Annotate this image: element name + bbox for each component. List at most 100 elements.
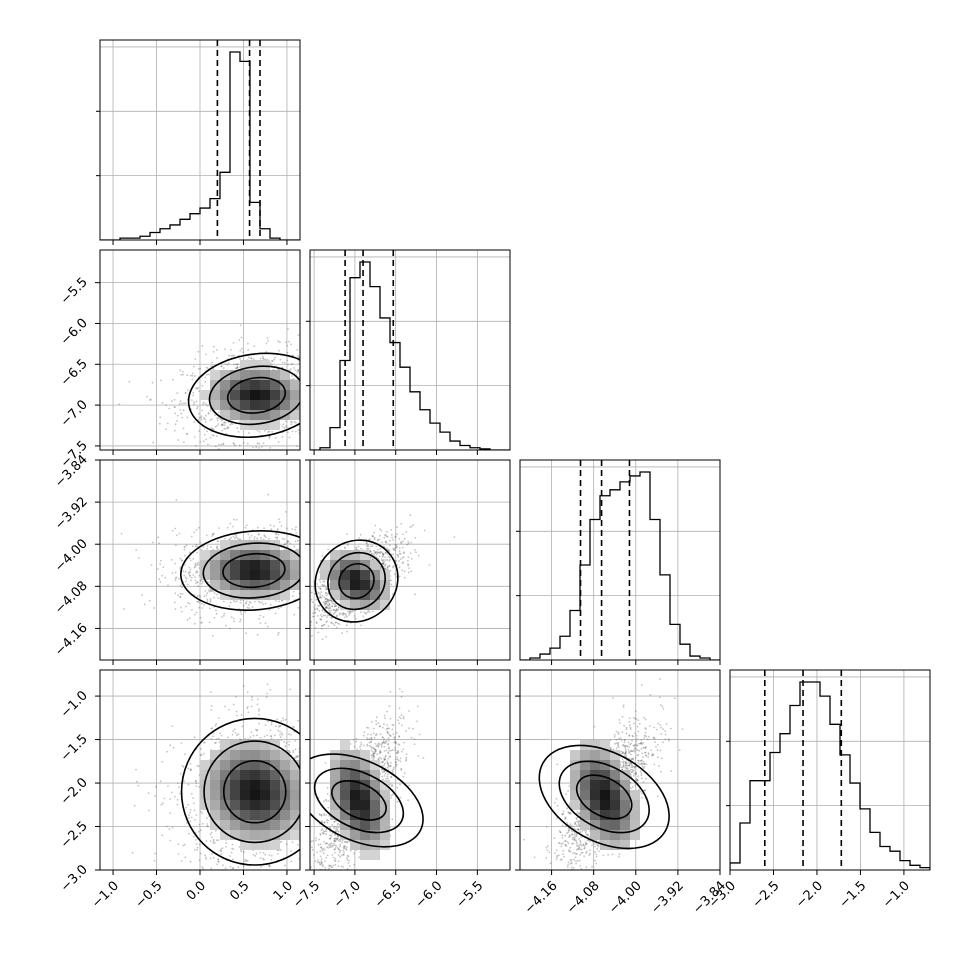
scatter-point xyxy=(179,557,182,560)
scatter-point xyxy=(316,712,318,714)
scatter-point xyxy=(230,349,232,351)
scatter-point xyxy=(215,546,218,549)
density-cell xyxy=(260,370,270,380)
scatter-point xyxy=(184,753,186,756)
scatter-point xyxy=(216,874,218,876)
scatter-point xyxy=(329,606,331,609)
scatter-point xyxy=(249,601,252,604)
scatter-point xyxy=(398,550,401,552)
scatter-point xyxy=(206,592,209,595)
scatter-point xyxy=(258,447,260,449)
scatter-point xyxy=(398,538,401,540)
scatter-point xyxy=(235,519,238,521)
scatter-point xyxy=(388,564,391,567)
density-cell xyxy=(360,600,370,610)
scatter-point xyxy=(407,571,410,574)
scatter-point xyxy=(213,592,216,594)
scatter-point xyxy=(262,851,265,854)
scatter-point xyxy=(281,733,284,736)
contour-line xyxy=(338,562,375,600)
histogram-panel-0 xyxy=(96,39,301,245)
scatter-point xyxy=(317,379,319,381)
scatter-point xyxy=(233,617,235,620)
scatter-point xyxy=(194,579,197,582)
scatter-point xyxy=(318,610,321,612)
scatter-point xyxy=(248,601,251,603)
scatter-point xyxy=(319,587,322,590)
scatter-point xyxy=(193,531,196,534)
scatter-point xyxy=(182,373,184,376)
scatter-point xyxy=(277,441,280,443)
scatter-point xyxy=(407,542,410,545)
scatter-point xyxy=(179,584,182,587)
scatter-point xyxy=(183,548,186,551)
scatter-point xyxy=(224,421,227,424)
scatter-point xyxy=(311,596,313,598)
scatter-point xyxy=(306,606,308,608)
scatter-point xyxy=(178,577,180,580)
scatter-point xyxy=(183,780,185,783)
scatter-point xyxy=(245,632,248,635)
scatter-point xyxy=(389,558,392,561)
scatter-point xyxy=(390,579,392,582)
scatter-point xyxy=(212,428,215,430)
scatter-point xyxy=(175,499,178,501)
scatter-point xyxy=(322,550,324,552)
scatter-point xyxy=(379,568,382,570)
scatter-point xyxy=(239,620,241,623)
density-cell xyxy=(340,580,350,590)
density-cell xyxy=(260,540,270,550)
scatter-point xyxy=(256,885,258,887)
scatter-point xyxy=(382,562,384,564)
scatter-point xyxy=(215,445,217,448)
scatter-point xyxy=(392,539,394,541)
scatter-point xyxy=(291,421,293,423)
scatter-point xyxy=(218,417,220,420)
scatter-point xyxy=(362,615,365,618)
scatter-point xyxy=(346,544,349,547)
density-cell xyxy=(250,360,260,370)
scatter-point xyxy=(194,562,197,565)
scatter-point xyxy=(160,559,162,562)
scatter-point xyxy=(256,537,259,540)
density-cell xyxy=(360,550,370,560)
scatter-point xyxy=(182,570,185,573)
scatter-point xyxy=(321,583,324,586)
scatter-point xyxy=(396,533,398,536)
scatter-point xyxy=(262,357,264,359)
scatter-point xyxy=(262,442,265,445)
density-cell xyxy=(270,550,280,560)
scatter-point xyxy=(212,434,215,437)
scatter-point xyxy=(320,596,323,599)
scatter-point xyxy=(186,374,189,377)
scatter-point xyxy=(274,436,277,439)
scatter-point xyxy=(423,529,426,532)
scatter-point xyxy=(306,579,308,581)
scatter-point xyxy=(414,537,417,539)
scatter-point xyxy=(239,618,242,621)
scatter-point xyxy=(189,860,192,863)
histogram-bars xyxy=(100,51,300,240)
scatter-point xyxy=(213,596,215,599)
scatter-point xyxy=(282,423,285,426)
scatter-point xyxy=(382,559,385,561)
scatter-point xyxy=(244,611,247,613)
density-cell xyxy=(220,570,230,580)
scatter-point xyxy=(183,402,185,405)
scatter-point xyxy=(234,444,236,447)
scatter-point xyxy=(370,545,372,548)
scatter-point xyxy=(260,536,262,539)
scatter-point xyxy=(304,361,306,363)
scatter-point xyxy=(308,636,310,638)
scatter-point xyxy=(204,433,206,436)
scatter-point xyxy=(306,766,308,768)
scatter-point xyxy=(398,560,401,562)
scatter-point xyxy=(283,427,286,429)
scatter-point xyxy=(209,598,212,600)
scatter-point xyxy=(194,565,197,568)
scatter-point xyxy=(220,853,223,855)
scatter-point xyxy=(152,441,155,444)
scatter-point xyxy=(276,853,279,855)
scatter-point xyxy=(208,590,211,593)
scatter-point xyxy=(402,551,405,554)
